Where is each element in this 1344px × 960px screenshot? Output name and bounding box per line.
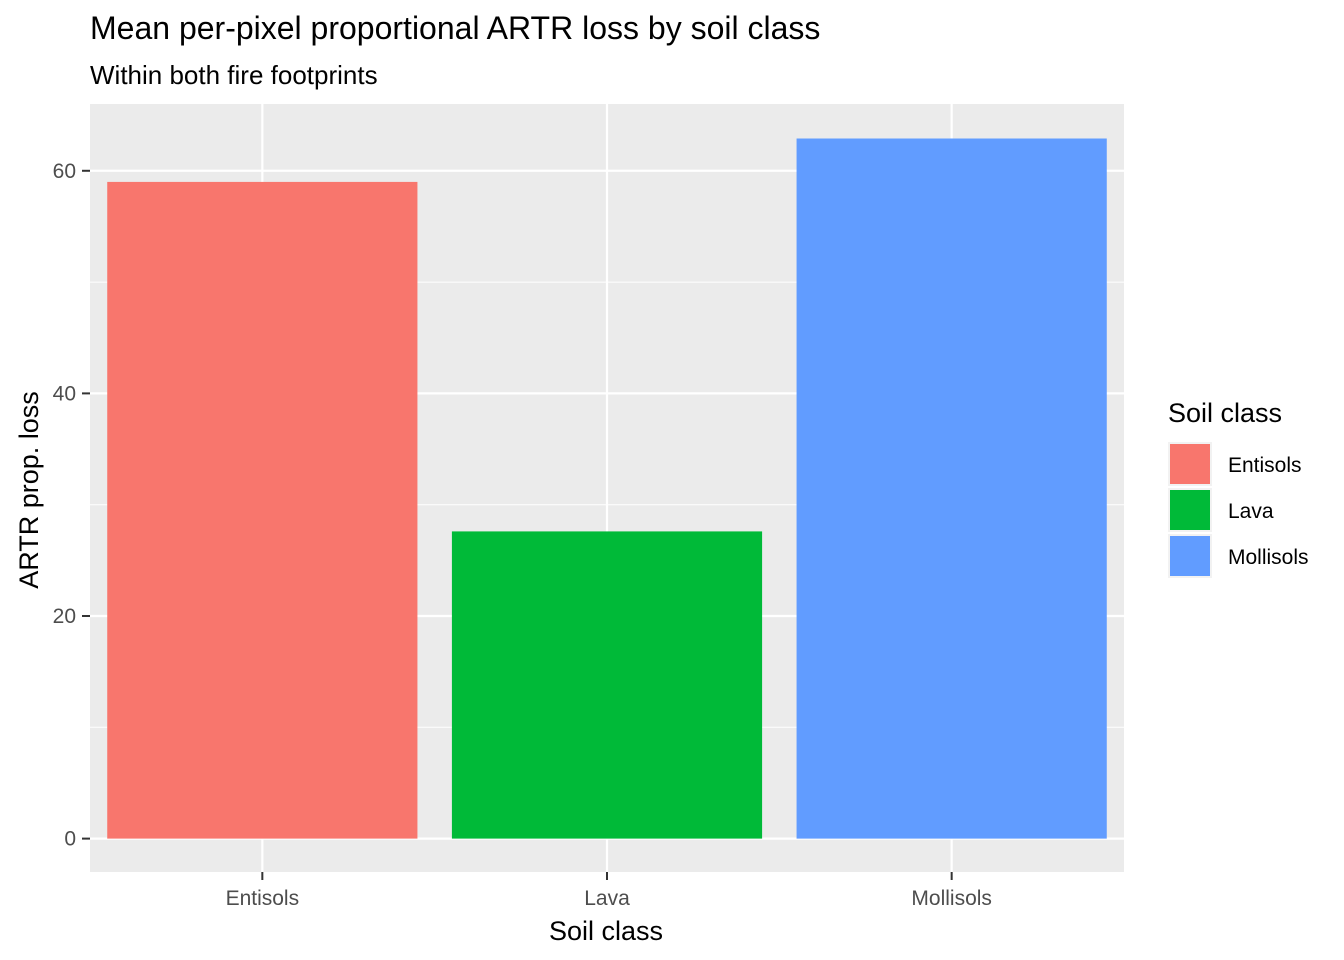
chart-title: Mean per-pixel proportional ARTR loss by… bbox=[90, 10, 821, 46]
y-axis: 0 20 40 60 bbox=[53, 160, 90, 851]
legend-key-lava bbox=[1170, 490, 1210, 530]
y-tick-label: 20 bbox=[53, 605, 76, 628]
legend-keys bbox=[1168, 442, 1212, 578]
y-tick-label: 60 bbox=[53, 160, 76, 183]
y-axis-title: ARTR prop. loss bbox=[14, 391, 44, 589]
y-tick-label: 40 bbox=[53, 382, 76, 405]
x-axis: Entisols Lava Mollisols bbox=[226, 872, 992, 910]
bar-entisols bbox=[107, 181, 418, 839]
x-axis-title: Soil class bbox=[549, 916, 663, 946]
x-tick-label: Lava bbox=[584, 887, 630, 910]
bars bbox=[107, 138, 1107, 839]
x-tick-label: Mollisols bbox=[911, 887, 992, 910]
bar-lava bbox=[451, 531, 763, 839]
bar-mollisols bbox=[796, 138, 1107, 839]
x-tick-label: Entisols bbox=[226, 887, 300, 910]
chart-subtitle: Within both fire footprints bbox=[90, 60, 378, 90]
legend-key-mollisols bbox=[1170, 536, 1210, 576]
legend-label-mollisols: Mollisols bbox=[1228, 546, 1309, 569]
y-tick-label: 0 bbox=[64, 828, 76, 851]
legend-label-entisols: Entisols bbox=[1228, 454, 1302, 477]
legend-key-entisols bbox=[1170, 444, 1210, 484]
legend-label-lava: Lava bbox=[1228, 500, 1274, 523]
legend-title: Soil class bbox=[1168, 398, 1283, 428]
